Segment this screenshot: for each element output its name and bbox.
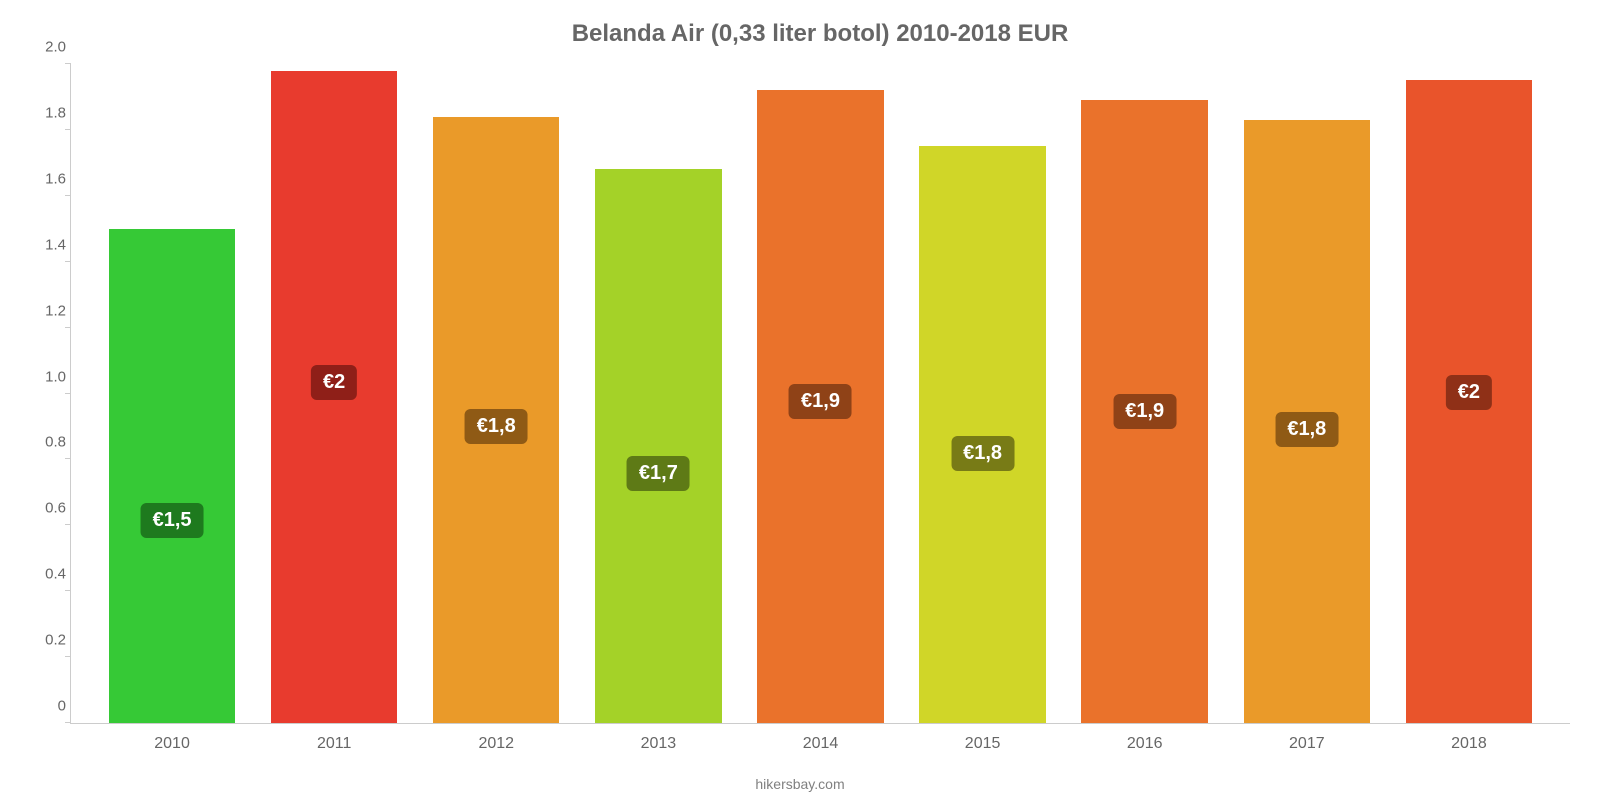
value-badge: €1,8 xyxy=(465,409,528,444)
y-tick-label: 0 xyxy=(16,698,66,715)
x-tick-label: 2013 xyxy=(577,735,739,753)
chart-container: Belanda Air (0,33 liter botol) 2010-2018… xyxy=(0,0,1600,800)
bar-slot: €1,8 xyxy=(415,64,577,723)
bar: €1,8 xyxy=(433,117,559,723)
value-badge: €1,8 xyxy=(1275,412,1338,447)
bars-group: €1,5 €2 €1,8 €1,7 €1,9 €1,8 €1,9 €1,8 €2 xyxy=(71,64,1570,723)
chart-title: Belanda Air (0,33 liter botol) 2010-2018… xyxy=(70,20,1570,48)
value-badge: €2 xyxy=(311,365,357,400)
bar: €1,9 xyxy=(757,90,883,723)
bar: €2 xyxy=(271,71,397,723)
bar-slot: €2 xyxy=(1388,64,1550,723)
value-badge: €2 xyxy=(1446,375,1492,410)
x-tick-label: 2012 xyxy=(415,735,577,753)
x-tick-label: 2018 xyxy=(1388,735,1550,753)
bar-slot: €1,8 xyxy=(1226,64,1388,723)
bar: €1,7 xyxy=(595,169,721,723)
x-tick-label: 2016 xyxy=(1064,735,1226,753)
bar: €1,8 xyxy=(1244,120,1370,723)
bar-slot: €1,5 xyxy=(91,64,253,723)
y-tick-label: 1.4 xyxy=(16,236,66,253)
bar-slot: €2 xyxy=(253,64,415,723)
value-badge: €1,9 xyxy=(789,384,852,419)
y-tick-label: 2.0 xyxy=(16,39,66,56)
bar-slot: €1,9 xyxy=(1064,64,1226,723)
y-tick-label: 0.6 xyxy=(16,500,66,517)
bar: €1,8 xyxy=(919,146,1045,723)
plot-area: 00.20.40.60.81.01.21.41.61.82.0 €1,5€2€1… xyxy=(70,64,1570,724)
value-badge: €1,9 xyxy=(1113,394,1176,429)
bar-slot: €1,8 xyxy=(902,64,1064,723)
bar-slot: €1,7 xyxy=(577,64,739,723)
value-badge: €1,7 xyxy=(627,456,690,491)
x-tick-label: 2011 xyxy=(253,735,415,753)
attribution-text: hikersbay.com xyxy=(755,776,844,792)
bar: €1,9 xyxy=(1081,100,1207,723)
x-tick-label: 2015 xyxy=(902,735,1064,753)
y-tick-label: 0.2 xyxy=(16,632,66,649)
x-tick-label: 2017 xyxy=(1226,735,1388,753)
x-tick-label: 2010 xyxy=(91,735,253,753)
y-axis: 00.20.40.60.81.01.21.41.61.82.0 xyxy=(16,64,66,723)
y-tick-label: 0.8 xyxy=(16,434,66,451)
y-tick-label: 1.2 xyxy=(16,302,66,319)
bar-slot: €1,9 xyxy=(739,64,901,723)
y-tick-label: 0.4 xyxy=(16,566,66,583)
x-tick-label: 2014 xyxy=(739,735,901,753)
y-tick-label: 1.8 xyxy=(16,104,66,121)
y-tick-label: 1.0 xyxy=(16,368,66,385)
y-tick-label: 1.6 xyxy=(16,170,66,187)
value-badge: €1,8 xyxy=(951,436,1014,471)
bar: €2 xyxy=(1406,80,1532,723)
value-badge: €1,5 xyxy=(141,503,204,538)
x-axis: 201020112012201320142015201620172018 xyxy=(71,735,1570,753)
bar: €1,5 xyxy=(109,229,235,723)
